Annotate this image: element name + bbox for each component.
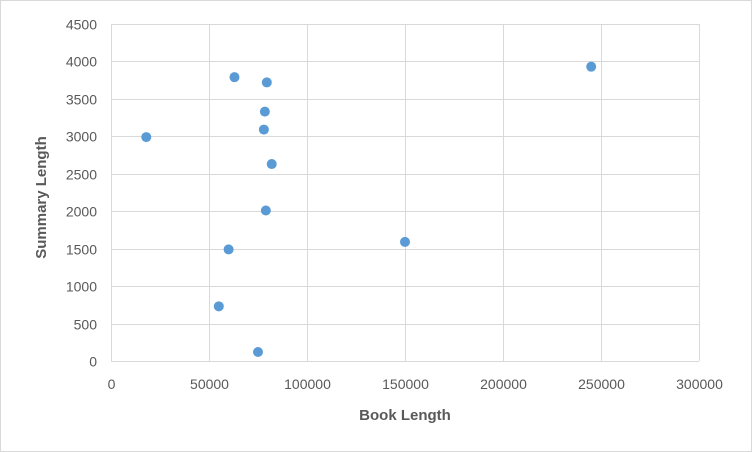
y-tick-label: 3500 [66, 92, 97, 108]
data-point [258, 124, 269, 135]
data-point [141, 132, 152, 143]
data-point [261, 77, 272, 88]
y-tick-label: 4500 [66, 17, 97, 33]
y-tick-label: 0 [89, 354, 97, 370]
data-point [259, 106, 270, 117]
data-points [141, 61, 597, 358]
y-tick-label: 1000 [66, 279, 97, 295]
data-point [260, 205, 271, 216]
y-axis-tick-labels: 0 500 1000 1500 2000 2500 3000 3500 4000 4500 [66, 17, 97, 370]
x-tick-label: 250000 [578, 376, 625, 392]
vertical-gridlines [111, 24, 700, 361]
data-point [253, 347, 263, 358]
y-tick-label: 3000 [66, 129, 97, 145]
x-tick-label: 200000 [480, 376, 527, 392]
data-point [229, 72, 240, 83]
y-tick-label: 2000 [66, 204, 97, 220]
x-axis-title: Book Length [359, 407, 451, 424]
x-tick-label: 0 [108, 376, 116, 392]
x-tick-label: 50000 [190, 376, 229, 392]
y-tick-label: 500 [74, 317, 98, 333]
data-point [213, 301, 224, 312]
data-point [266, 159, 277, 170]
x-tick-label: 100000 [284, 376, 331, 392]
y-tick-label: 1500 [66, 242, 97, 258]
x-axis-tick-labels: 0 50000 100000 150000 200000 250000 300000 [108, 376, 723, 392]
x-tick-label: 300000 [676, 376, 723, 392]
y-tick-label: 4000 [66, 54, 97, 70]
data-point [586, 61, 597, 72]
y-tick-label: 2500 [66, 167, 97, 183]
x-tick-label: 150000 [382, 376, 429, 392]
data-point [400, 236, 410, 247]
data-point [223, 244, 234, 255]
y-axis-title: Summary Length [33, 136, 50, 259]
